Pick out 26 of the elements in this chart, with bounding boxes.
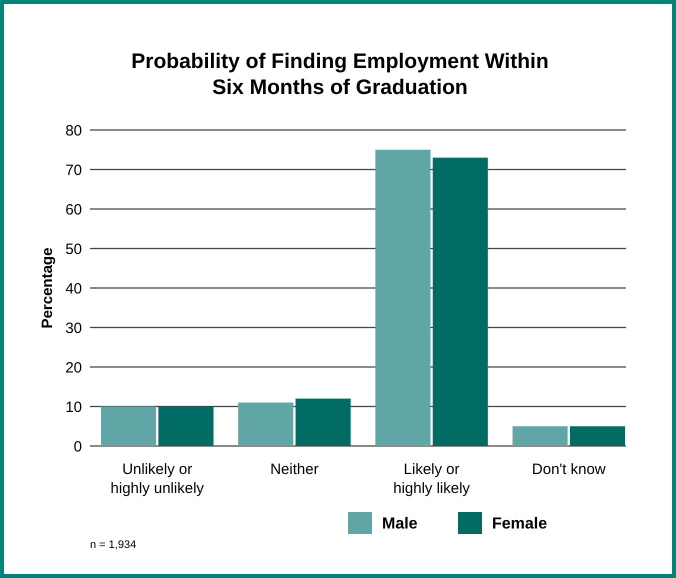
bar [570,426,626,446]
legend-label: Male [382,516,418,533]
x-tick-label: Likely or highly likely [393,461,470,497]
y-tick-label: 40 [65,280,82,298]
y-tick-label: 0 [74,438,82,456]
bar [296,398,351,446]
x-tick-label: Unlikely or highly unlikely [110,461,204,497]
y-tick-label: 70 [65,162,82,179]
bar [238,402,294,446]
y-tick-label: 30 [65,320,82,337]
y-tick-label: 80 [65,122,82,140]
y-tick-label: 10 [65,398,82,416]
y-tick-label: 20 [65,359,82,376]
bar [375,150,430,446]
bar [432,158,488,446]
bar [512,426,568,446]
x-tick-label: Don't know [532,461,606,478]
y-tick-label: 50 [65,240,82,258]
x-tick-label: Neither [270,461,319,478]
y-axis-title: Percentage [39,248,56,328]
bar [158,406,214,446]
text: n = 1,934 [90,539,136,551]
legend-label: Female [492,516,548,533]
chart-title: Probability of Finding Employment Within Six Months of Graduation [131,50,549,99]
bar [100,406,156,446]
y-tick-label: 60 [65,201,82,218]
